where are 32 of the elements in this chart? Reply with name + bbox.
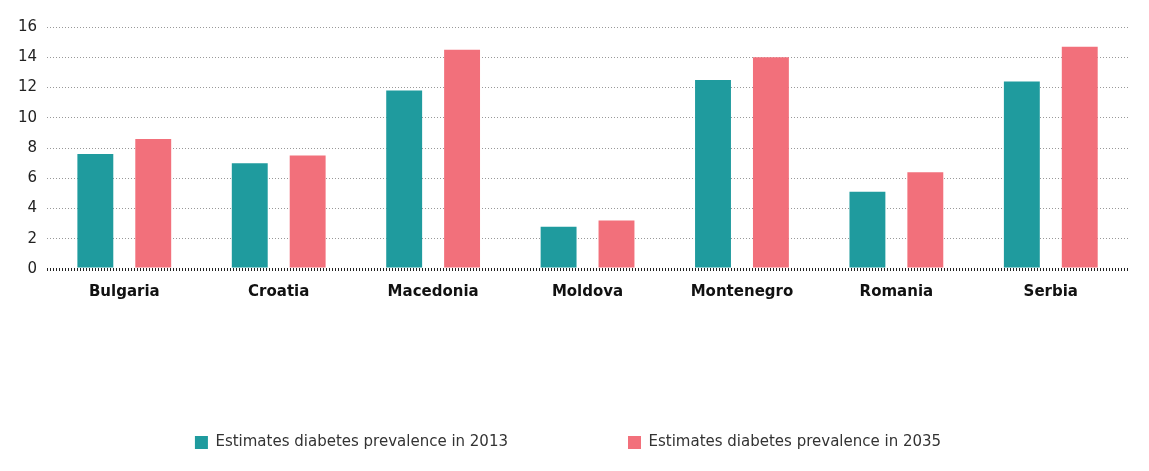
legend-label: Estimates diabetes prevalence in 2035	[648, 432, 942, 451]
x-tick-label: Romania	[859, 281, 934, 300]
bar	[77, 154, 114, 268]
bar	[598, 220, 635, 268]
y-tick-label: 12	[17, 77, 38, 96]
x-tick-label: Macedonia	[387, 281, 479, 300]
bar	[1061, 46, 1098, 268]
bar	[1003, 81, 1040, 268]
y-tick-label: 2	[27, 228, 38, 247]
y-tick-label: 8	[27, 137, 38, 156]
x-tick-label: Croatia	[248, 281, 310, 300]
y-tick-label: 4	[27, 198, 38, 217]
x-tick-label: Montenegro	[690, 281, 794, 300]
bar	[444, 49, 481, 268]
x-tick-label: Serbia	[1023, 281, 1078, 300]
legend-label: Estimates diabetes prevalence in 2013	[215, 432, 509, 451]
bar	[540, 226, 577, 268]
x-tick-label: Moldova	[551, 281, 624, 300]
x-tick-label: Bulgaria	[88, 281, 160, 300]
bar	[695, 79, 731, 268]
bar	[231, 163, 268, 268]
y-tick-label: 0	[27, 258, 38, 277]
bar	[135, 138, 172, 268]
bar	[386, 90, 423, 268]
bar	[849, 191, 886, 268]
y-tick-label: 16	[17, 16, 38, 35]
bar	[907, 172, 944, 268]
bar	[752, 57, 789, 268]
y-tick-label: 10	[17, 107, 38, 126]
bar	[289, 155, 326, 268]
y-tick-label: 14	[17, 47, 38, 66]
y-tick-label: 6	[27, 168, 38, 187]
